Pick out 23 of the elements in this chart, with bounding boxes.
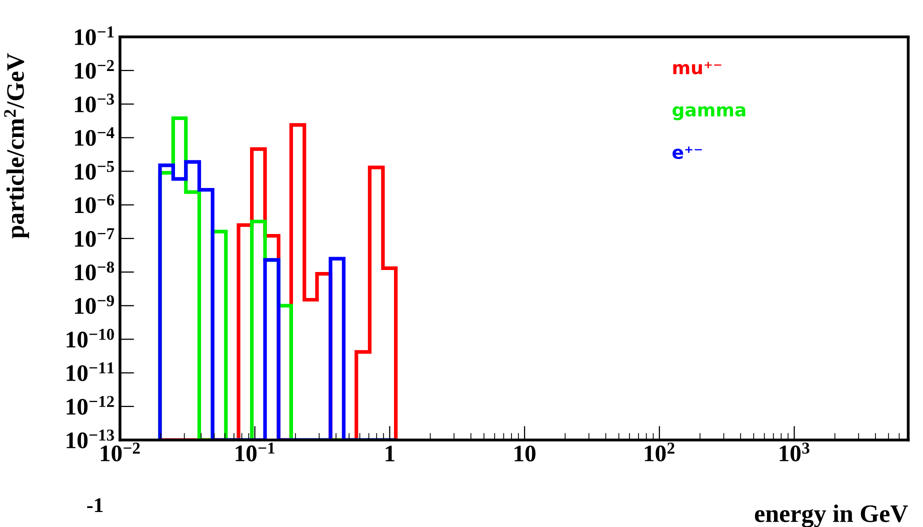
text: gamma [672, 106, 746, 120]
y-tick-label: 10$^{−1}$ [74, 26, 114, 46]
y-tick-label: 10$^{−4}$ [74, 127, 114, 146]
y-tick-label: 10$^{−7}$ [74, 228, 114, 247]
x-tick-label: 10$^{−1}$ [236, 442, 274, 462]
text: -1 [87, 498, 103, 512]
y-tick-label: 10$^{−11}$ [66, 362, 114, 382]
x-tick-label: 10 [514, 446, 536, 462]
x-tick-label: 10$^{3}$ [780, 442, 810, 462]
y-tick-label: 10$^{−5}$ [74, 161, 114, 180]
x-tick-label: 1 [386, 446, 394, 462]
text: e⁺⁻ [672, 146, 702, 160]
y-tick-label: 10$^{−12}$ [66, 396, 114, 415]
y-tick-label: 10$^{−10}$ [66, 328, 114, 348]
y-tick-label: 10$^{−8}$ [74, 262, 114, 280]
y-axis-title: particle/cm$^{2}$/GeV [4, 53, 30, 238]
y-tick-label: 10$^{−3}$ [74, 94, 114, 112]
y-tick-label: 10$^{−9}$ [74, 295, 114, 314]
x-tick-label: 10$^{2}$ [644, 442, 674, 462]
x-axis-title: energy in GeV [754, 504, 908, 527]
text: mu⁺⁻ [673, 62, 722, 74]
y-tick-label: 10$^{−2}$ [74, 60, 114, 79]
y-tick-label: 10$^{−6}$ [74, 194, 114, 214]
